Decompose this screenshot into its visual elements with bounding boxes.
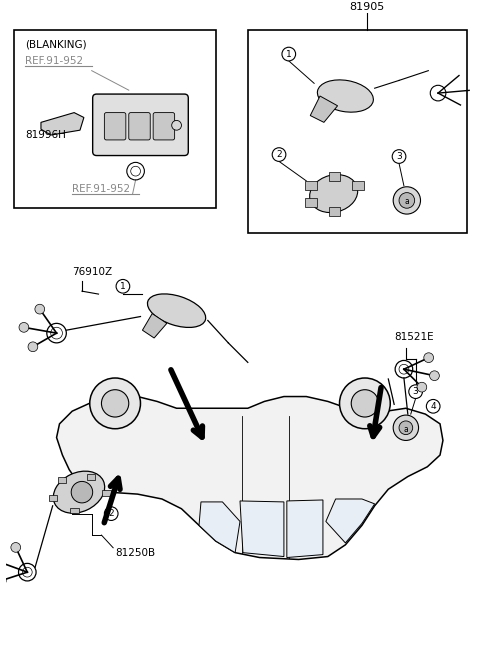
Circle shape bbox=[116, 279, 130, 293]
Circle shape bbox=[272, 148, 286, 161]
Text: 81250B: 81250B bbox=[115, 548, 155, 558]
Polygon shape bbox=[41, 112, 84, 135]
Text: 4: 4 bbox=[431, 402, 436, 411]
Polygon shape bbox=[57, 396, 443, 560]
Polygon shape bbox=[287, 500, 323, 558]
Circle shape bbox=[424, 353, 433, 362]
Text: REF.91-952: REF.91-952 bbox=[25, 56, 84, 66]
Polygon shape bbox=[143, 313, 167, 338]
Text: 1: 1 bbox=[120, 282, 126, 291]
Bar bbox=[71, 507, 79, 513]
Circle shape bbox=[104, 507, 118, 520]
Polygon shape bbox=[310, 96, 337, 122]
Circle shape bbox=[399, 421, 413, 435]
Circle shape bbox=[392, 150, 406, 163]
Text: 3: 3 bbox=[413, 387, 419, 396]
Circle shape bbox=[393, 187, 420, 214]
Circle shape bbox=[172, 120, 181, 130]
Circle shape bbox=[339, 378, 390, 429]
Ellipse shape bbox=[147, 294, 206, 327]
Text: a: a bbox=[404, 425, 408, 434]
Text: 3: 3 bbox=[396, 152, 402, 161]
Text: 81905: 81905 bbox=[349, 2, 384, 12]
Circle shape bbox=[409, 385, 422, 398]
FancyBboxPatch shape bbox=[104, 112, 126, 140]
Circle shape bbox=[0, 576, 6, 586]
FancyBboxPatch shape bbox=[153, 112, 175, 140]
Circle shape bbox=[28, 342, 38, 352]
Circle shape bbox=[11, 543, 21, 552]
Bar bbox=[48, 495, 58, 501]
Circle shape bbox=[71, 481, 93, 503]
Circle shape bbox=[393, 415, 419, 440]
Polygon shape bbox=[240, 501, 284, 556]
FancyBboxPatch shape bbox=[305, 181, 317, 189]
Text: a: a bbox=[405, 197, 409, 206]
Polygon shape bbox=[199, 502, 240, 552]
Ellipse shape bbox=[53, 471, 105, 513]
Text: 76910Z: 76910Z bbox=[72, 266, 112, 277]
FancyBboxPatch shape bbox=[329, 172, 340, 181]
Text: 2: 2 bbox=[276, 150, 282, 159]
Circle shape bbox=[282, 47, 296, 61]
Circle shape bbox=[417, 382, 427, 392]
Circle shape bbox=[399, 193, 415, 208]
Text: 81521E: 81521E bbox=[394, 332, 434, 342]
Ellipse shape bbox=[317, 80, 373, 112]
FancyBboxPatch shape bbox=[129, 112, 150, 140]
Text: (BLANKING): (BLANKING) bbox=[25, 39, 87, 50]
FancyBboxPatch shape bbox=[93, 94, 188, 155]
Circle shape bbox=[90, 378, 141, 429]
Bar bbox=[248, 29, 468, 232]
Text: REF.91-952: REF.91-952 bbox=[72, 183, 130, 194]
Circle shape bbox=[430, 371, 439, 381]
Circle shape bbox=[19, 323, 29, 332]
Polygon shape bbox=[326, 499, 375, 543]
Circle shape bbox=[0, 556, 2, 566]
Bar bbox=[87, 474, 96, 480]
Circle shape bbox=[35, 304, 45, 314]
Text: 81996H: 81996H bbox=[25, 130, 66, 140]
Circle shape bbox=[426, 400, 440, 413]
FancyBboxPatch shape bbox=[305, 199, 317, 207]
Text: 2: 2 bbox=[108, 509, 114, 518]
Bar bbox=[13, 29, 216, 208]
Bar bbox=[102, 490, 111, 496]
Bar bbox=[58, 477, 66, 483]
Ellipse shape bbox=[310, 174, 358, 213]
Circle shape bbox=[101, 390, 129, 417]
FancyBboxPatch shape bbox=[329, 207, 340, 216]
FancyBboxPatch shape bbox=[352, 181, 364, 189]
Circle shape bbox=[351, 390, 379, 417]
Text: 1: 1 bbox=[286, 50, 292, 59]
